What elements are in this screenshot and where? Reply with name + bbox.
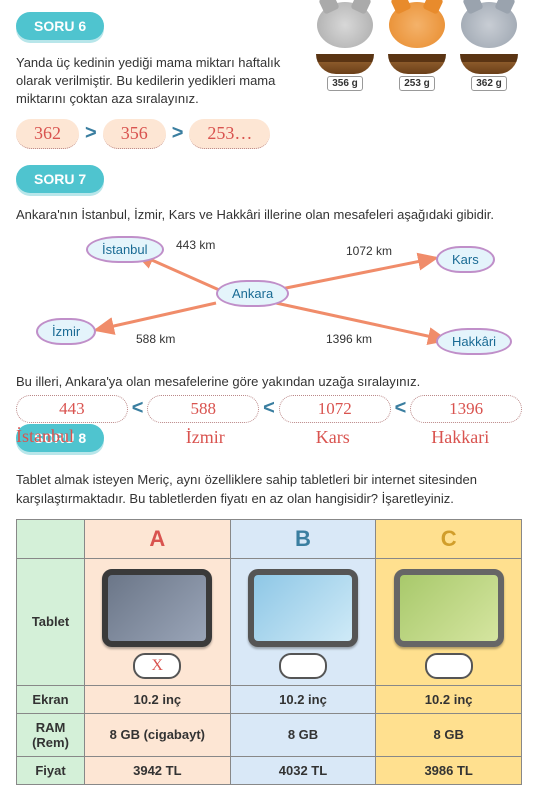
istanbul-overlay-text: İstanbul xyxy=(16,426,74,447)
city-istanbul: İstanbul xyxy=(86,236,164,263)
ekran-a: 10.2 inç xyxy=(85,685,231,713)
q7-prompt: Bu illeri, Ankara'ya olan mesafelerine g… xyxy=(16,374,522,389)
fiyat-a: 3942 TL xyxy=(85,756,231,784)
question-8: İstanbul SORU 8 Tablet almak isteyen Mer… xyxy=(16,424,522,785)
row-ram: RAM (Rem) xyxy=(17,713,85,756)
comparator: < xyxy=(263,397,275,420)
tablet-comparison-table: A B C Tablet X Ekran 10.2 inç 10.2 inç 1… xyxy=(16,519,522,785)
bowl-label-1: 356 g xyxy=(327,76,363,91)
comparator: > xyxy=(172,122,184,145)
bowl-label-2: 253 g xyxy=(399,76,435,91)
q8-text: Tablet almak isteyen Meriç, aynı özellik… xyxy=(16,470,522,509)
q7-answer-4[interactable]: 1396 xyxy=(410,395,522,423)
city-kars: Kars xyxy=(436,246,495,273)
header-c: C xyxy=(376,519,522,558)
distance-map: Ankara İstanbul İzmir Kars Hakkâri 443 k… xyxy=(16,228,522,368)
q6-badge: SORU 6 xyxy=(16,12,104,40)
q7-intro: Ankara'nın İstanbul, İzmir, Kars ve Hakk… xyxy=(16,207,522,222)
ram-c: 8 GB xyxy=(376,713,522,756)
mark-a[interactable]: X xyxy=(133,653,181,679)
comparator: > xyxy=(85,122,97,145)
q7-badge: SORU 7 xyxy=(16,165,104,193)
row-tablet: Tablet xyxy=(17,558,85,685)
comparator: < xyxy=(132,397,144,420)
mark-b[interactable] xyxy=(279,653,327,679)
header-b: B xyxy=(230,519,376,558)
cell-tablet-b xyxy=(230,558,376,685)
fiyat-c: 3986 TL xyxy=(376,756,522,784)
ram-a: 8 GB (cigabayt) xyxy=(85,713,231,756)
q6-answer-1[interactable]: 362 xyxy=(16,119,79,149)
city-hakkari: Hakkâri xyxy=(436,328,512,355)
q7-answer-2[interactable]: 588 xyxy=(147,395,259,423)
cell-tablet-a: X xyxy=(85,558,231,685)
comparator: < xyxy=(395,397,407,420)
q6-answer-2[interactable]: 356 xyxy=(103,119,166,149)
question-6: SORU 6 356 g 253 g 362 g Yanda üç kedini… xyxy=(16,12,522,149)
fiyat-b: 4032 TL xyxy=(230,756,376,784)
header-a: A xyxy=(85,519,231,558)
dist-kars: 1072 km xyxy=(346,244,392,258)
dist-izmir: 588 km xyxy=(136,332,175,346)
cat-illustration-row: 356 g 253 g 362 g xyxy=(312,2,522,91)
tablet-icon-b xyxy=(248,569,358,647)
city-izmir: İzmir xyxy=(36,318,96,345)
ekran-b: 10.2 inç xyxy=(230,685,376,713)
dist-istanbul: 443 km xyxy=(176,238,215,252)
q6-answer-row: 362 > 356 > 253… xyxy=(16,119,522,149)
cat-3: 362 g xyxy=(456,2,522,91)
q6-text: Yanda üç kedinin yediği mama miktarı haf… xyxy=(16,54,286,109)
q7-answer-3[interactable]: 1072 xyxy=(279,395,391,423)
cat-2: 253 g xyxy=(384,2,450,91)
dist-hakkari: 1396 km xyxy=(326,332,372,346)
cell-tablet-c xyxy=(376,558,522,685)
question-7: SORU 7 Ankara'nın İstanbul, İzmir, Kars … xyxy=(16,165,522,448)
bowl-label-3: 362 g xyxy=(471,76,507,91)
q7-answer-row: 443 < 588 < 1072 < 1396 xyxy=(16,395,522,423)
ram-b: 8 GB xyxy=(230,713,376,756)
q6-answer-3[interactable]: 253… xyxy=(189,119,270,149)
row-ekran: Ekran xyxy=(17,685,85,713)
tablet-icon-a xyxy=(102,569,212,647)
tablet-icon-c xyxy=(394,569,504,647)
empty-header xyxy=(17,519,85,558)
cat-1: 356 g xyxy=(312,2,378,91)
row-fiyat: Fiyat xyxy=(17,756,85,784)
mark-c[interactable] xyxy=(425,653,473,679)
ekran-c: 10.2 inç xyxy=(376,685,522,713)
city-ankara: Ankara xyxy=(216,280,289,307)
q7-answer-1[interactable]: 443 xyxy=(16,395,128,423)
